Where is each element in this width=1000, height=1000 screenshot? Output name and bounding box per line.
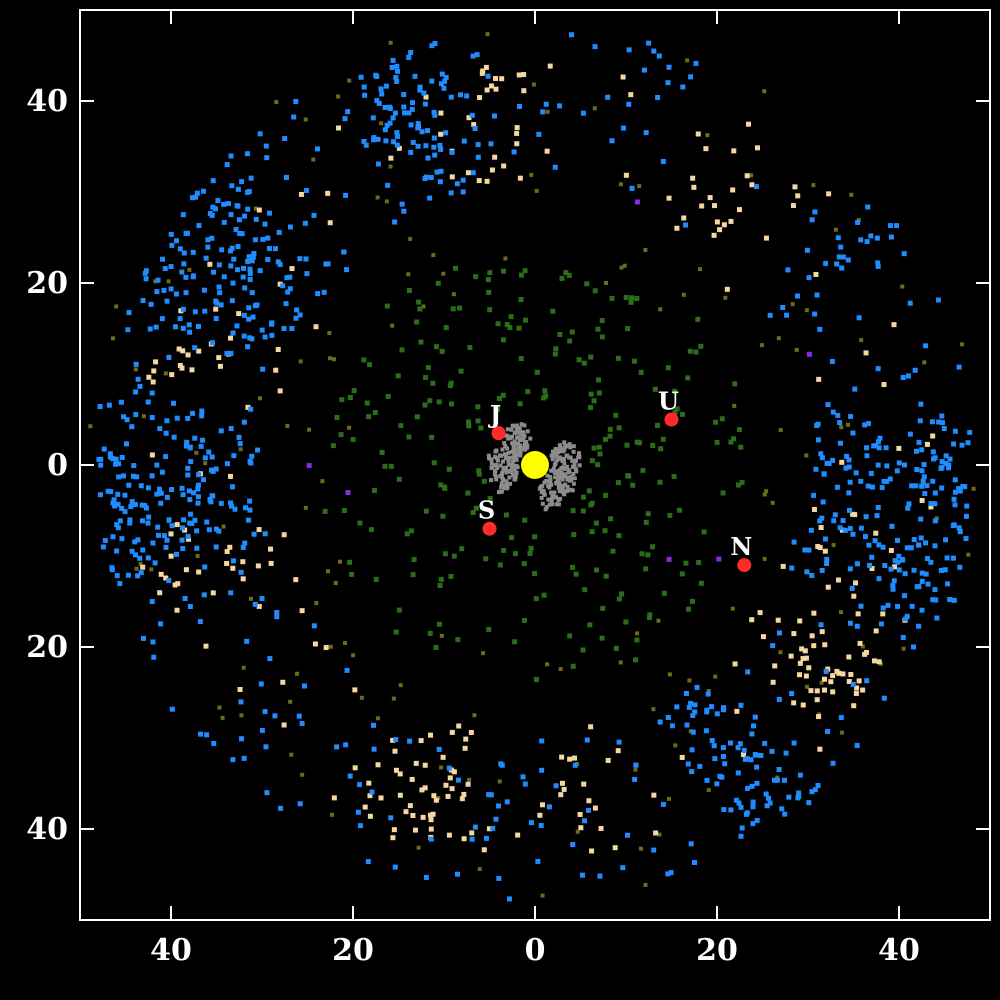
planet-label-N: N xyxy=(730,532,752,561)
x-tick-label: 20 xyxy=(332,933,374,968)
y-tick-label: 0 xyxy=(47,448,68,483)
x-tick-label: 40 xyxy=(878,933,920,968)
planet-label-U: U xyxy=(658,387,679,416)
y-tick-label: 40 xyxy=(26,84,68,119)
y-tick-label: 20 xyxy=(26,630,68,665)
chart-svg: J S U N 40 20 0 20 40 40 20 0 20 40 xyxy=(0,0,1000,1000)
y-tick-label: 20 xyxy=(26,266,68,301)
y-tick-label: 40 xyxy=(26,812,68,847)
x-tick-label: 40 xyxy=(150,933,192,968)
x-tick-label: 0 xyxy=(525,933,546,968)
x-tick-label: 20 xyxy=(696,933,738,968)
planet-label-J: J xyxy=(488,400,501,429)
planet-label-S: S xyxy=(478,496,495,525)
solar-system-scatter: J S U N 40 20 0 20 40 40 20 0 20 40 xyxy=(0,0,1000,1000)
sun xyxy=(521,451,549,479)
